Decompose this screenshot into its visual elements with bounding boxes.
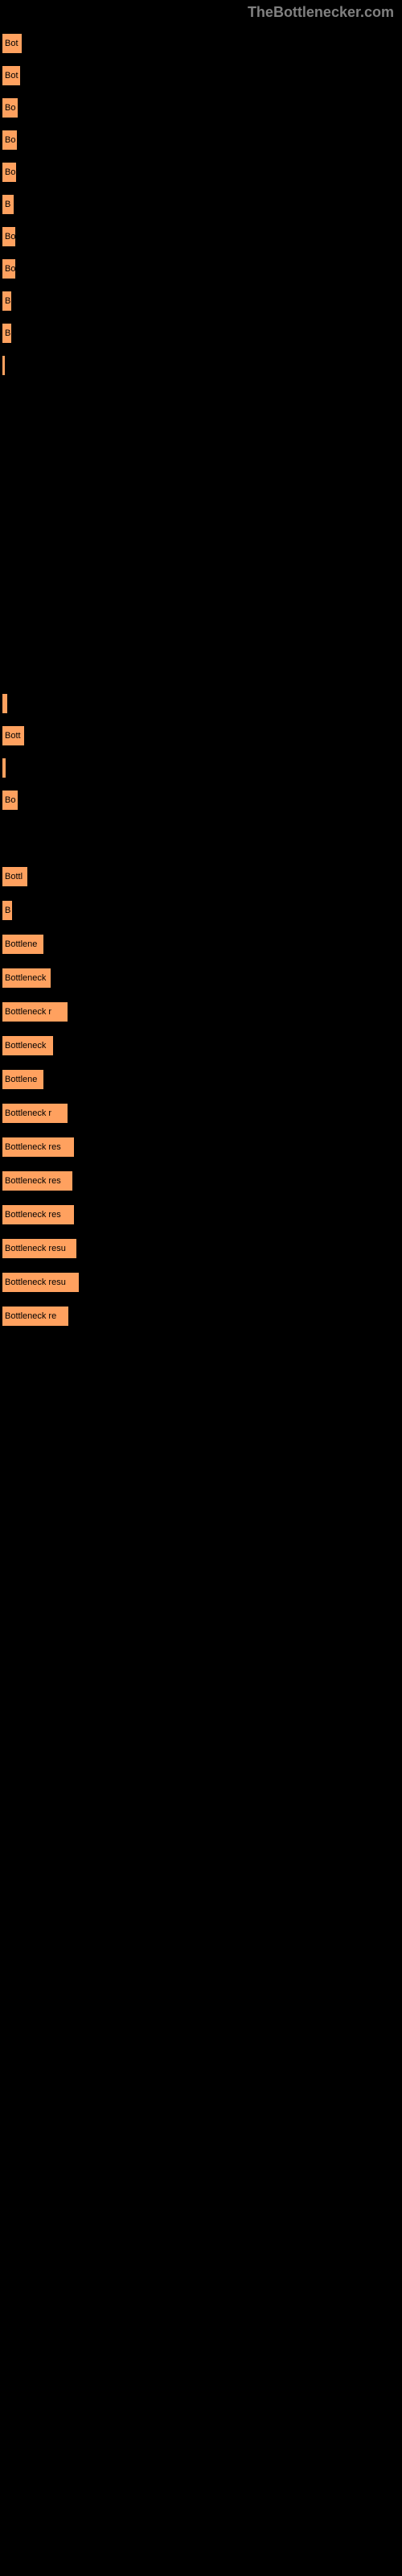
chart-bar: B bbox=[2, 323, 12, 344]
bar-row bbox=[2, 355, 402, 376]
bar-row: Bo bbox=[2, 258, 402, 279]
bar-label: B bbox=[5, 200, 10, 209]
bar-row bbox=[2, 693, 402, 714]
bar-row: Bottleneck r bbox=[2, 1103, 402, 1124]
bar-label: Bott bbox=[5, 731, 21, 741]
chart-bar: Bottleneck r bbox=[2, 1103, 68, 1124]
bar-row: Bottlene bbox=[2, 1069, 402, 1090]
chart-bar bbox=[2, 758, 6, 778]
bar-label: Bottlene bbox=[5, 1075, 37, 1084]
chart-bar: Bo bbox=[2, 130, 18, 151]
bar-label: Bo bbox=[5, 232, 15, 242]
chart-bar: Bo bbox=[2, 226, 16, 247]
bar-label: Bottleneck re bbox=[5, 1311, 56, 1321]
chart-section-1: Bot Bot Bo Bo Bo B Bo Bo B B bbox=[0, 33, 402, 376]
chart-bar bbox=[2, 355, 6, 376]
chart-bar: Bottleneck re bbox=[2, 1306, 69, 1327]
bar-row: B bbox=[2, 194, 402, 215]
bar-row: B bbox=[2, 900, 402, 921]
bar-row bbox=[2, 758, 402, 778]
chart-bar: Bottleneck r bbox=[2, 1001, 68, 1022]
bar-label: Bot bbox=[5, 39, 18, 48]
bar-row: Bo bbox=[2, 162, 402, 183]
bar-label: Bottl bbox=[5, 872, 23, 881]
chart-bar: Bottleneck bbox=[2, 1035, 54, 1056]
chart-bar: Bottleneck bbox=[2, 968, 51, 989]
bar-label: B bbox=[5, 906, 10, 915]
bar-row: Bottleneck res bbox=[2, 1170, 402, 1191]
chart-bar: Bo bbox=[2, 162, 17, 183]
header: TheBottlenecker.com bbox=[0, 0, 402, 33]
bar-label: Bottleneck resu bbox=[5, 1244, 66, 1253]
chart-bar: Bottleneck resu bbox=[2, 1272, 80, 1293]
bar-row: Bo bbox=[2, 97, 402, 118]
bar-label: Bottleneck bbox=[5, 973, 46, 983]
chart-bar: B bbox=[2, 900, 13, 921]
chart-bar: Bot bbox=[2, 65, 21, 86]
bar-label: Bo bbox=[5, 103, 15, 113]
bar-label: Bo bbox=[5, 264, 15, 274]
bar-label: Bottleneck r bbox=[5, 1108, 51, 1118]
chart-section-3: Bottl B Bottlene Bottleneck Bottleneck r Bott… bbox=[0, 866, 402, 1327]
chart-bar: Bottleneck res bbox=[2, 1137, 75, 1158]
chart-bar: Bo bbox=[2, 97, 18, 118]
bar-row: Bo bbox=[2, 790, 402, 811]
gap-1 bbox=[0, 387, 402, 693]
bar-row: Bottleneck resu bbox=[2, 1272, 402, 1293]
bar-row: Bottleneck resu bbox=[2, 1238, 402, 1259]
bar-label: Bottleneck resu bbox=[5, 1278, 66, 1287]
brand-text: TheBottlenecker.com bbox=[248, 4, 394, 20]
chart-bar bbox=[2, 693, 8, 714]
bar-label: B bbox=[5, 296, 10, 306]
chart-section-2: Bott Bo bbox=[0, 693, 402, 811]
chart-bar: Bottl bbox=[2, 866, 28, 887]
chart-bar: B bbox=[2, 194, 14, 215]
bar-row: Bot bbox=[2, 33, 402, 54]
bar-label: Bo bbox=[5, 167, 15, 177]
bar-label: B bbox=[5, 328, 10, 338]
bar-row: B bbox=[2, 323, 402, 344]
bar-label: Bo bbox=[5, 795, 15, 805]
chart-bar: Bottleneck resu bbox=[2, 1238, 77, 1259]
bar-row: Bottl bbox=[2, 866, 402, 887]
chart-bar: Bo bbox=[2, 258, 16, 279]
bar-row: Bottleneck re bbox=[2, 1306, 402, 1327]
bar-label: Bottleneck res bbox=[5, 1142, 61, 1152]
bar-label: Bo bbox=[5, 135, 15, 145]
chart-bar: Bott bbox=[2, 725, 25, 746]
bar-row: Bottleneck r bbox=[2, 1001, 402, 1022]
bar-label: Bottleneck res bbox=[5, 1176, 61, 1186]
chart-bar: Bottlene bbox=[2, 1069, 44, 1090]
bar-label: Bottlene bbox=[5, 939, 37, 949]
chart-bar: Bo bbox=[2, 790, 18, 811]
chart-bar: Bottlene bbox=[2, 934, 44, 955]
chart-bar: Bot bbox=[2, 33, 23, 54]
bar-label: Bottleneck r bbox=[5, 1007, 51, 1017]
bar-row: Bott bbox=[2, 725, 402, 746]
bar-row: Bottleneck res bbox=[2, 1204, 402, 1225]
chart-bar: Bottleneck res bbox=[2, 1170, 73, 1191]
gap-2 bbox=[0, 822, 402, 866]
bar-label: Bot bbox=[5, 71, 18, 80]
bar-label: Bottleneck bbox=[5, 1041, 46, 1051]
bar-row: Bottleneck res bbox=[2, 1137, 402, 1158]
bar-row: B bbox=[2, 291, 402, 312]
bar-row: Bo bbox=[2, 130, 402, 151]
bar-row: Bottleneck bbox=[2, 1035, 402, 1056]
chart-bar: B bbox=[2, 291, 12, 312]
bar-row: Bo bbox=[2, 226, 402, 247]
bar-row: Bottlene bbox=[2, 934, 402, 955]
chart-bar: Bottleneck res bbox=[2, 1204, 75, 1225]
bar-row: Bottleneck bbox=[2, 968, 402, 989]
bar-label: Bottleneck res bbox=[5, 1210, 61, 1220]
bar-row: Bot bbox=[2, 65, 402, 86]
